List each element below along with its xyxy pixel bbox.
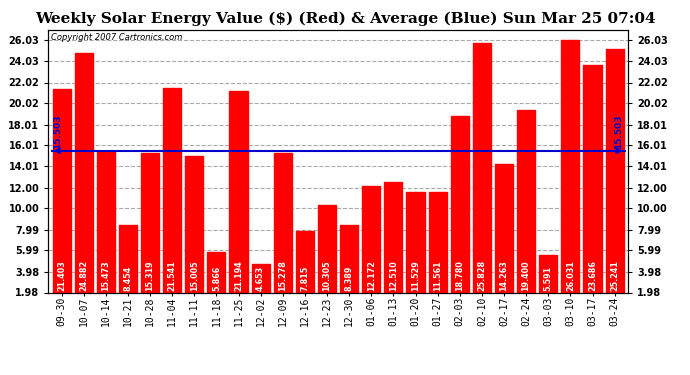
- Text: 8.389: 8.389: [345, 266, 354, 291]
- Text: 24.882: 24.882: [79, 260, 88, 291]
- Bar: [230, 91, 248, 292]
- Bar: [451, 117, 469, 292]
- Text: 5.866: 5.866: [212, 266, 221, 291]
- Bar: [318, 205, 336, 292]
- Text: 18.780: 18.780: [455, 261, 464, 291]
- Bar: [495, 164, 513, 292]
- Bar: [473, 43, 491, 292]
- Bar: [340, 225, 358, 292]
- Text: Weekly Solar Energy Value ($) (Red) & Average (Blue) Sun Mar 25 07:04: Weekly Solar Energy Value ($) (Red) & Av…: [34, 11, 655, 26]
- Bar: [428, 192, 446, 292]
- Text: 26.031: 26.031: [566, 261, 575, 291]
- Text: 25.828: 25.828: [477, 260, 486, 291]
- Text: 7.815: 7.815: [300, 266, 309, 291]
- Bar: [75, 53, 92, 292]
- Text: 19.400: 19.400: [522, 261, 531, 291]
- Text: 25.241: 25.241: [610, 261, 619, 291]
- Text: Copyright 2007 Cartronics.com: Copyright 2007 Cartronics.com: [51, 33, 183, 42]
- Text: 23.686: 23.686: [588, 261, 597, 291]
- Bar: [384, 182, 402, 292]
- Text: 15.319: 15.319: [146, 261, 155, 291]
- Bar: [185, 156, 204, 292]
- Text: 15.473: 15.473: [101, 261, 110, 291]
- Bar: [517, 110, 535, 292]
- Text: 12.510: 12.510: [389, 261, 398, 291]
- Bar: [561, 40, 580, 292]
- Text: 15.005: 15.005: [190, 261, 199, 291]
- Bar: [97, 151, 115, 292]
- Text: 5.591: 5.591: [544, 266, 553, 291]
- Bar: [119, 225, 137, 292]
- Text: 4.653: 4.653: [256, 266, 265, 291]
- Bar: [208, 252, 226, 292]
- Text: 10.305: 10.305: [322, 261, 331, 291]
- Bar: [539, 255, 558, 292]
- Bar: [163, 87, 181, 292]
- Bar: [296, 231, 314, 292]
- Text: 8.454: 8.454: [124, 266, 132, 291]
- Bar: [606, 49, 624, 292]
- Bar: [52, 89, 70, 292]
- Text: 21.403: 21.403: [57, 261, 66, 291]
- Text: 21.541: 21.541: [168, 261, 177, 291]
- Text: 21.194: 21.194: [234, 261, 243, 291]
- Bar: [274, 153, 292, 292]
- Text: 11.529: 11.529: [411, 261, 420, 291]
- Text: 15.503: 15.503: [615, 114, 624, 149]
- Text: 15.278: 15.278: [278, 261, 287, 291]
- Bar: [406, 192, 424, 292]
- Bar: [362, 186, 380, 292]
- Bar: [584, 65, 602, 292]
- Bar: [141, 153, 159, 292]
- Bar: [252, 264, 270, 292]
- Text: 15.503: 15.503: [52, 114, 61, 149]
- Text: 12.172: 12.172: [367, 261, 376, 291]
- Text: 11.561: 11.561: [433, 261, 442, 291]
- Text: 14.263: 14.263: [500, 261, 509, 291]
